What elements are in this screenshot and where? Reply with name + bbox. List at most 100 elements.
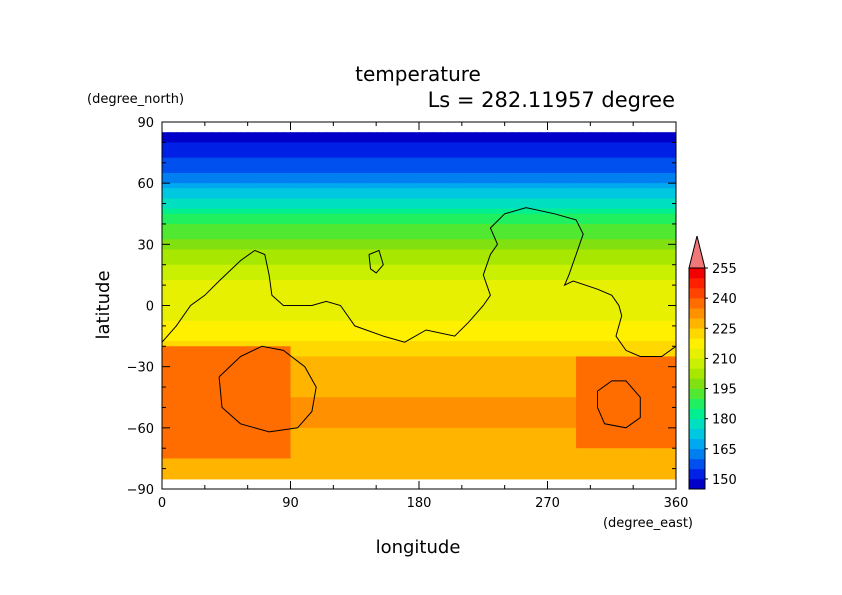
field-cell (240, 397, 249, 403)
field-cell (661, 392, 670, 398)
field-cell (304, 432, 313, 439)
field-cell (319, 387, 327, 393)
field-cell (226, 366, 234, 373)
field-cell (490, 458, 499, 465)
field-cell (526, 402, 534, 409)
field-cell (597, 157, 606, 164)
field-cell (468, 310, 477, 317)
field-cell (626, 453, 634, 460)
field-cell (518, 193, 527, 200)
field-cell (183, 397, 192, 403)
field-cell (447, 234, 456, 240)
field-cell (504, 152, 513, 159)
field-cell (540, 142, 549, 149)
field-cell (247, 280, 256, 286)
field-cell (219, 371, 227, 378)
field-cell (440, 208, 449, 215)
field-cell (269, 290, 277, 296)
field-cell (326, 336, 334, 342)
field-cell (369, 249, 377, 256)
field-cell (204, 244, 213, 251)
field-cell (504, 167, 513, 174)
field-cell (183, 453, 192, 460)
field-cell (611, 473, 620, 480)
field-cell (568, 295, 577, 302)
field-cell (583, 178, 591, 184)
field-cell (604, 142, 613, 149)
field-cell (468, 137, 477, 143)
field-cell (354, 198, 363, 205)
field-cell (419, 305, 427, 312)
field-cell (204, 203, 213, 210)
field-cell (354, 167, 363, 174)
field-cell (319, 172, 327, 179)
field-cell (533, 371, 541, 378)
field-cell (354, 422, 363, 429)
field-cell (219, 407, 227, 414)
field-cell (340, 325, 349, 332)
field-cell (590, 341, 599, 347)
field-cell (397, 183, 406, 189)
field-cell (254, 223, 263, 230)
field-cell (261, 259, 270, 266)
field-cell (254, 218, 263, 225)
field-cell (397, 137, 406, 143)
field-cell (361, 376, 370, 383)
field-cell (411, 468, 420, 475)
field-cell (247, 147, 256, 154)
field-cell (576, 132, 584, 138)
field-cell (240, 147, 249, 154)
field-cell (490, 290, 499, 296)
field-cell (497, 387, 506, 393)
field-cell (376, 473, 384, 480)
field-cell (404, 351, 413, 358)
field-cell (583, 320, 591, 327)
field-cell (526, 468, 534, 475)
field-cell (283, 172, 292, 179)
field-cell (447, 458, 456, 465)
field-cell (611, 366, 620, 373)
field-cell (468, 274, 477, 281)
field-cell (526, 269, 534, 276)
field-cell (526, 280, 534, 286)
field-cell (333, 443, 342, 449)
field-cell (204, 188, 213, 194)
field-cell (476, 351, 484, 358)
field-cell (611, 336, 620, 342)
field-cell (269, 218, 277, 225)
field-cell (547, 280, 556, 286)
field-cell (583, 132, 591, 138)
field-cell (419, 325, 427, 332)
field-cell (333, 330, 342, 337)
field-cell (511, 234, 520, 240)
field-cell (197, 223, 206, 230)
field-cell (269, 330, 277, 337)
field-cell (668, 320, 676, 327)
field-cell (618, 412, 627, 419)
field-cell (597, 448, 606, 454)
field-cell (261, 285, 270, 291)
field-cell (668, 473, 676, 480)
field-cell (261, 157, 270, 164)
field-cell (597, 239, 606, 245)
field-cell (540, 341, 549, 347)
field-cell (347, 453, 356, 460)
field-cell (640, 132, 649, 138)
field-cell (626, 402, 634, 409)
field-cell (547, 229, 556, 235)
field-cell (283, 341, 292, 347)
field-cell (504, 193, 513, 200)
field-cell (283, 162, 292, 169)
field-cell (518, 310, 527, 317)
field-cell (383, 341, 392, 347)
field-cell (647, 178, 656, 184)
colorbar-segment (689, 358, 705, 369)
field-cell (369, 188, 377, 194)
field-cell (576, 473, 584, 480)
field-cell (554, 320, 563, 327)
field-cell (468, 381, 477, 388)
field-cell (590, 453, 599, 460)
field-cell (654, 392, 663, 398)
